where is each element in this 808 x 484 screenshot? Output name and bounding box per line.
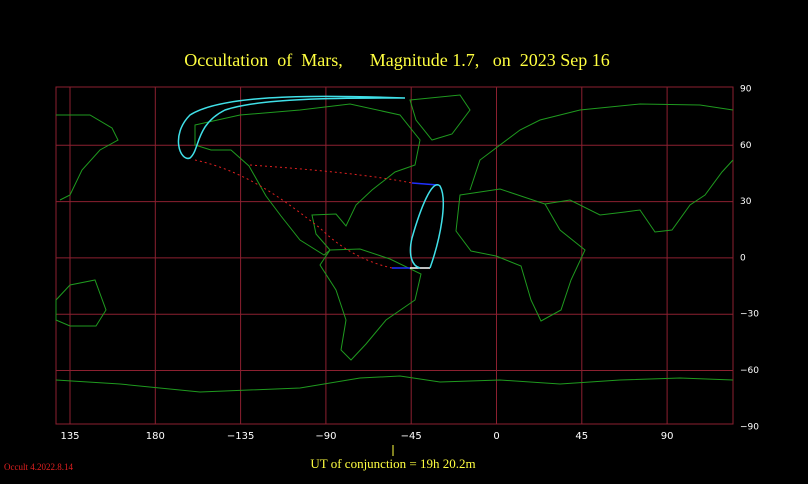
antarctica [55, 375, 734, 393]
daylight-path [249, 164, 413, 184]
latitude-label: 90 [740, 85, 752, 95]
north-america [194, 103, 421, 256]
longitude-label: 180 [146, 431, 165, 442]
title: Occultation of Mars, Magnitude 1.7, on 2… [184, 50, 609, 70]
map-frame [55, 86, 734, 425]
eurasia [469, 103, 734, 191]
latitude-label: −30 [740, 310, 759, 320]
latitude-label: 30 [740, 197, 752, 207]
twilight-path [411, 182, 439, 186]
longitude-label: −45 [401, 431, 422, 442]
latitude-label: −90 [740, 422, 759, 432]
visibility-limit-north [177, 95, 406, 159]
asia-east [56, 114, 119, 201]
conjunction-time: UT of conjunction = 19h 20.2m [310, 456, 475, 471]
visibility-limit-south [409, 184, 445, 269]
longitude-label: −135 [227, 431, 254, 442]
south-america [319, 248, 422, 361]
longitude-label: 135 [60, 431, 79, 442]
occultation-paths [177, 95, 445, 269]
asia-south [544, 159, 734, 233]
latitude-label: 0 [740, 253, 746, 263]
latitude-label: 60 [740, 141, 752, 151]
africa [455, 188, 586, 322]
coastlines [55, 94, 734, 393]
greenland [409, 94, 471, 141]
latitude-label: −60 [740, 366, 759, 376]
longitude-label: 0 [493, 431, 499, 442]
software-version: Occult 4.2022.8.14 [4, 462, 73, 472]
australia [55, 279, 107, 327]
longitude-label: 45 [575, 431, 588, 442]
longitude-label: −90 [315, 431, 336, 442]
longitude-label: 90 [661, 431, 674, 442]
